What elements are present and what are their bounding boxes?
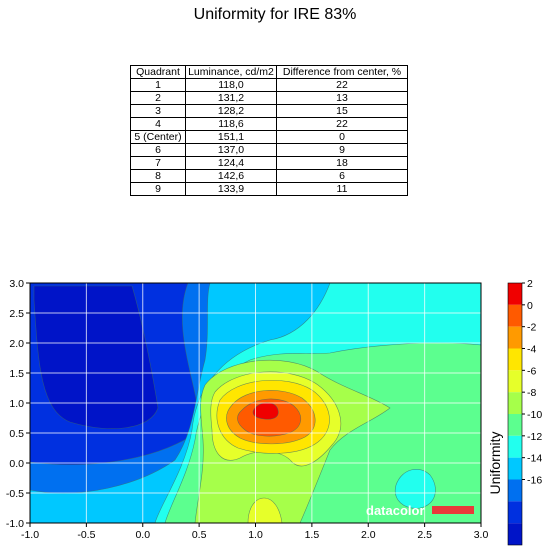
colorbar-swatch — [508, 392, 522, 414]
colorbar-tick-label: -6 — [527, 365, 536, 377]
table-cell: 3 — [130, 104, 186, 118]
colorbar-swatch — [508, 479, 522, 502]
grid-lines — [30, 283, 481, 523]
colorbar-tick-label: -8 — [527, 387, 536, 399]
table-row: 7 124,4 18 — [130, 156, 408, 170]
table-cell: 7 — [130, 156, 186, 170]
y-tick-label: 1.0 — [9, 398, 24, 410]
table-cell: 4 — [130, 117, 186, 131]
x-tick-label: 1.0 — [248, 529, 263, 541]
page-title: Uniformity for IRE 83% — [193, 6, 357, 23]
colorbar-tick-label: -4 — [527, 344, 536, 356]
contour-plot-area — [30, 283, 481, 523]
x-tick-label: 2.0 — [361, 529, 376, 541]
table-cell: 8 — [130, 169, 186, 183]
table-cell: 128,2 — [185, 104, 277, 118]
table-header-row: Quadrant Luminance, cd/m2 Difference fro… — [130, 65, 408, 79]
column-header-difference: Difference from center, % — [276, 65, 408, 79]
table-cell: 22 — [276, 117, 408, 131]
y-tick-label: 0.0 — [9, 458, 24, 470]
table-row: 8 142,6 6 — [130, 169, 408, 183]
table-row: 5 (Center) 151,1 0 — [130, 130, 408, 144]
colorbar-tick-label: -16 — [527, 475, 542, 487]
colorbar-swatch — [508, 283, 522, 305]
table-row: 1 118,0 22 — [130, 78, 408, 92]
colorbar-swatch — [508, 304, 522, 327]
watermark-bar — [432, 506, 474, 514]
table-cell: 133,9 — [185, 182, 277, 196]
table-cell: 118,6 — [185, 117, 277, 131]
table-cell: 13 — [276, 91, 408, 105]
y-axis: -1.0 -0.5 0.0 0.5 1.0 1.5 2.0 2.5 3.0 — [6, 278, 30, 530]
x-tick-label: 3.0 — [474, 529, 489, 541]
table-cell: 6 — [130, 143, 186, 157]
colorbar-swatch — [508, 435, 522, 458]
colorbar-tick-label: -2 — [527, 322, 536, 334]
contour-band — [33, 285, 159, 429]
x-tick-label: 1.5 — [305, 529, 320, 541]
luminance-table: Quadrant Luminance, cd/m2 Difference fro… — [130, 65, 408, 196]
x-tick-label: 0.0 — [135, 529, 150, 541]
colorbar-label: Uniformity — [487, 431, 503, 494]
table-cell: 22 — [276, 78, 408, 92]
colorbar-tick-label: 2 — [527, 278, 533, 290]
colorbar-tick-label: -12 — [527, 431, 542, 443]
datacolor-logo: datacolor — [366, 503, 474, 518]
table-row: 6 137,0 9 — [130, 143, 408, 157]
table-row: 3 128,2 15 — [130, 104, 408, 118]
table-cell: 2 — [130, 91, 186, 105]
uniformity-contour-chart: -1.0 -0.5 0.0 0.5 1.0 1.5 2.0 2.5 3.0 -1.0 -0.5 0.… — [6, 278, 542, 546]
table-cell: 9 — [276, 143, 408, 157]
colorbar-swatch — [508, 348, 522, 371]
x-tick-label: -0.5 — [77, 529, 95, 541]
table-cell: 142,6 — [185, 169, 277, 183]
x-axis: -1.0 -0.5 0.0 0.5 1.0 1.5 2.0 2.5 3.0 — [21, 523, 488, 541]
y-tick-label: 2.0 — [9, 338, 24, 350]
table-row: 9 133,9 11 — [130, 182, 408, 196]
table-cell: 6 — [276, 169, 408, 183]
watermark-text: datacolor — [366, 503, 425, 518]
y-tick-label: 0.5 — [9, 428, 24, 440]
x-tick-label: 0.5 — [192, 529, 207, 541]
colorbar-swatch — [508, 370, 522, 393]
table-cell: 137,0 — [185, 143, 277, 157]
table-cell: 131,2 — [185, 91, 277, 105]
table-row: 2 131,2 13 — [130, 91, 408, 105]
x-tick-label: 2.5 — [417, 529, 432, 541]
y-tick-label: -1.0 — [6, 518, 24, 530]
table-cell: 5 (Center) — [130, 130, 186, 144]
x-tick-label: -1.0 — [21, 529, 39, 541]
colorbar-ticks: 2 0 -2 -4 -6 -8 -10 -12 -14 -16 — [522, 278, 542, 487]
colorbar-tick-label: -14 — [527, 453, 542, 465]
table-cell: 9 — [130, 182, 186, 196]
table-cell: 118,0 — [185, 78, 277, 92]
contour-band — [247, 497, 283, 523]
colorbar-swatch — [508, 501, 522, 524]
colorbar-swatch — [508, 326, 522, 349]
table-cell: 18 — [276, 156, 408, 170]
contour-band — [394, 468, 436, 509]
colorbar — [507, 282, 523, 546]
table-cell: 0 — [276, 130, 408, 144]
y-tick-label: -0.5 — [6, 488, 24, 500]
colorbar-tick-label: -10 — [527, 409, 542, 421]
colorbar-tick-label: 0 — [527, 300, 533, 312]
table-cell: 151,1 — [185, 130, 277, 144]
table-cell: 1 — [130, 78, 186, 92]
table-cell: 11 — [276, 182, 408, 196]
colorbar-swatch — [508, 457, 522, 480]
table-row: 4 118,6 22 — [130, 117, 408, 131]
y-tick-label: 3.0 — [9, 278, 24, 290]
table-cell: 15 — [276, 104, 408, 118]
colorbar-swatch — [508, 414, 522, 436]
column-header-luminance: Luminance, cd/m2 — [185, 65, 277, 79]
colorbar-swatch — [508, 523, 522, 545]
y-tick-label: 1.5 — [9, 368, 24, 380]
table-cell: 124,4 — [185, 156, 277, 170]
column-header-quadrant: Quadrant — [130, 65, 186, 79]
y-tick-label: 2.5 — [9, 308, 24, 320]
